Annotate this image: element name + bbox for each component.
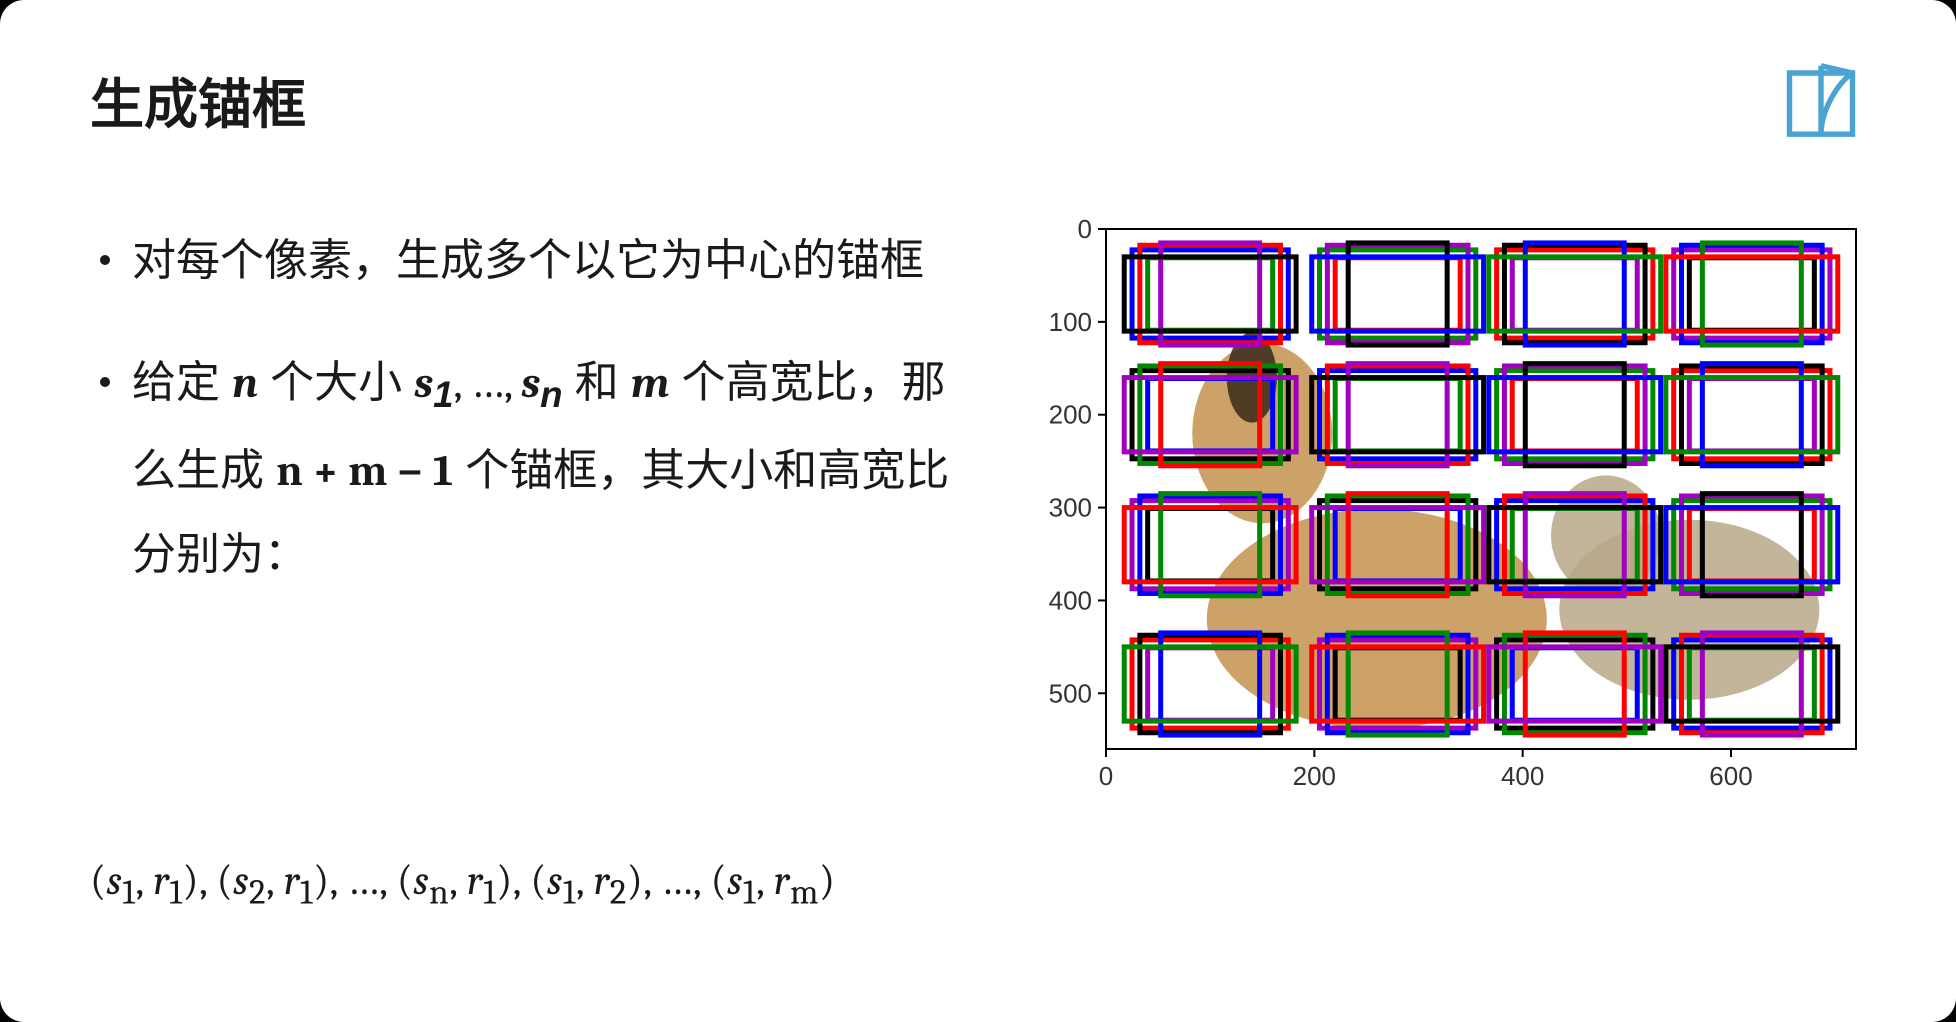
text-column: 对每个像素，生成多个以它为中心的锚框 给定 n 个大小 s1, …, sn 和 … (90, 219, 986, 799)
slide: 生成锚框 对每个像素，生成多个以它为中心的锚框 给定 n 个大小 s1, …, … (0, 0, 1956, 1022)
expr-nplusm: n + m − 1 (276, 445, 453, 496)
svg-text:400: 400 (1049, 585, 1092, 615)
svg-text:0: 0 (1078, 219, 1092, 244)
bullet-dot-icon (100, 255, 110, 265)
anchor-box-chart: 0 100 200 300 400 500 0 200 400 600 (1026, 219, 1866, 799)
svg-text:0: 0 (1099, 761, 1113, 791)
svg-text:300: 300 (1049, 493, 1092, 523)
slide-title: 生成锚框 (90, 60, 1866, 139)
formula-pairs: (s1, r1), (s2, r1), …, (sn, r1), (s1, r2… (90, 856, 835, 912)
bullet-2: 给定 n 个大小 s1, …, sn 和 m 个高宽比，那么生成 n + m −… (100, 341, 986, 597)
brand-logo-icon (1776, 55, 1866, 145)
svg-text:500: 500 (1049, 678, 1092, 708)
svg-text:200: 200 (1049, 400, 1092, 430)
bullet-1: 对每个像素，生成多个以它为中心的锚框 (100, 219, 986, 303)
bullet-2-text: 给定 n 个大小 s1, …, sn 和 m 个高宽比，那么生成 n + m −… (132, 341, 986, 597)
bullet-dot-icon (100, 377, 110, 387)
svg-text:100: 100 (1049, 307, 1092, 337)
svg-text:200: 200 (1293, 761, 1336, 791)
slide-content: 对每个像素，生成多个以它为中心的锚框 给定 n 个大小 s1, …, sn 和 … (90, 219, 1866, 799)
svg-text:400: 400 (1501, 761, 1544, 791)
svg-text:600: 600 (1709, 761, 1752, 791)
bullet-1-text: 对每个像素，生成多个以它为中心的锚框 (132, 219, 986, 303)
